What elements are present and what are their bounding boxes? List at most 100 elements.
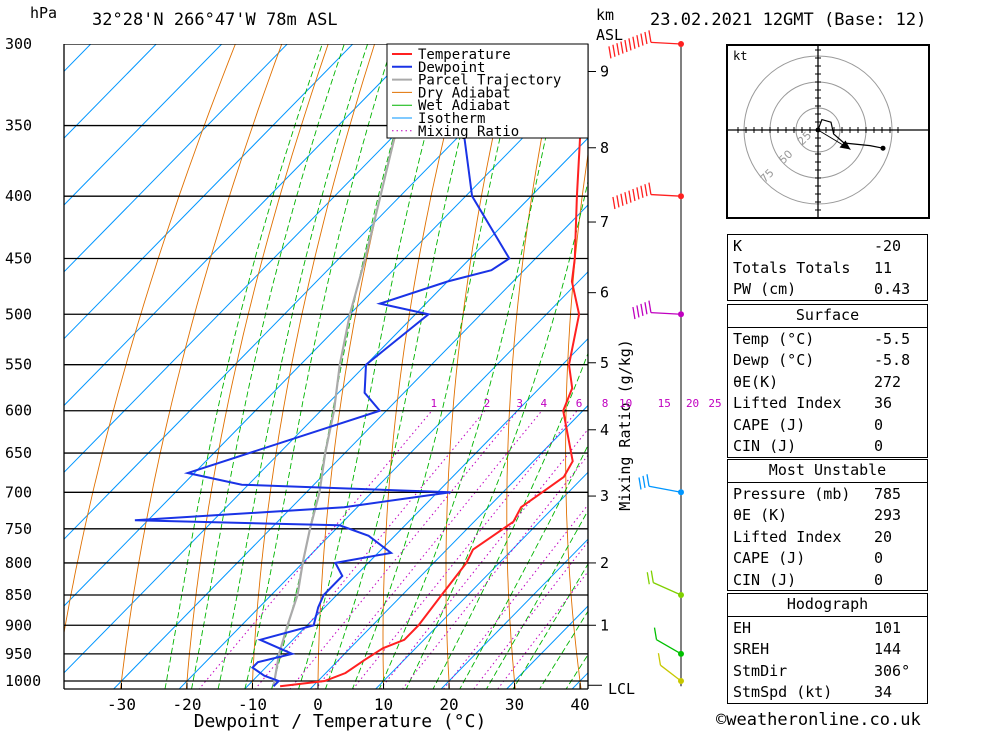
mixing-ratio-line bbox=[401, 454, 588, 689]
most-unstable-table: Most Unstable Pressure (mb) 785 θE (K) 293 L… bbox=[727, 459, 928, 591]
wind-barb-flag bbox=[632, 188, 636, 202]
wind-barb-flag bbox=[624, 192, 628, 205]
index-value: 272 bbox=[874, 372, 902, 391]
height-ref-label: ASL bbox=[596, 26, 624, 44]
height-tick-label: 9 bbox=[600, 62, 609, 80]
legend-entry: Parcel Trajectory bbox=[418, 73, 561, 89]
wind-barb-flag bbox=[644, 184, 648, 197]
height-tick-label: 2 bbox=[600, 554, 609, 572]
wet-adiabat-line bbox=[539, 610, 588, 689]
hodograph-ring-label: 50 bbox=[776, 148, 795, 167]
wind-barb-flag bbox=[648, 182, 652, 195]
hodograph-unit-label: kt bbox=[733, 49, 747, 63]
mixing-ratio-line bbox=[289, 410, 519, 689]
mixing-ratio-line bbox=[442, 503, 588, 689]
wind-barb-flag bbox=[636, 187, 640, 200]
dry-adiabat-line bbox=[185, 44, 329, 689]
pressure-tick-label: 750 bbox=[5, 520, 32, 538]
isotherm-line bbox=[64, 137, 588, 674]
mixing-ratio-label: 10 bbox=[619, 397, 632, 410]
index-row: K -20 bbox=[728, 235, 927, 257]
index-row: Temp (°C) -5.5 bbox=[728, 326, 927, 350]
index-label: Dewp (°C) bbox=[733, 351, 815, 369]
temperature-tick-label: 0 bbox=[313, 695, 323, 714]
index-value: 293 bbox=[874, 506, 902, 524]
mixing-ratio-label: 8 bbox=[602, 397, 609, 410]
temperature-tick-label: 20 bbox=[439, 695, 458, 714]
wind-barb-flag bbox=[653, 627, 658, 640]
wind-barb-flag bbox=[632, 306, 636, 320]
index-label: StmSpd (kt) bbox=[733, 683, 833, 701]
isotherm-line bbox=[64, 44, 354, 340]
wind-barb-flag bbox=[650, 570, 654, 583]
wind-barb-flag bbox=[624, 39, 628, 53]
index-value: -20 bbox=[874, 237, 902, 255]
index-label: PW (cm) bbox=[733, 280, 797, 298]
lcl-label: LCL bbox=[608, 680, 635, 698]
mixing-ratio-label: 6 bbox=[576, 397, 583, 410]
index-label: Totals Totals bbox=[733, 258, 851, 277]
dry-adiabat-line bbox=[120, 44, 283, 689]
index-label: CAPE (J) bbox=[733, 549, 806, 567]
index-row: Lifted Index 20 bbox=[728, 526, 927, 548]
wind-barb-flag bbox=[638, 477, 642, 490]
hodograph-trace bbox=[817, 118, 884, 149]
pressure-tick-label: 500 bbox=[5, 305, 32, 323]
hodograph-ring-label: 75 bbox=[758, 166, 777, 185]
index-row: Pressure (mb) 785 bbox=[728, 481, 927, 505]
mixing-ratio-line bbox=[473, 540, 588, 689]
index-value: 36 bbox=[874, 394, 893, 412]
pressure-tick-label: 450 bbox=[5, 250, 32, 268]
temperature-tick-label: -20 bbox=[173, 695, 202, 714]
location-title: 32°28'N 266°47'W 78m ASL bbox=[92, 10, 338, 30]
isotherm-line bbox=[64, 44, 419, 407]
temperature-tick-label: -30 bbox=[107, 695, 136, 714]
mixing-ratio-line bbox=[352, 410, 578, 689]
wind-barb-flag bbox=[644, 302, 648, 315]
index-label: θE (K) bbox=[733, 506, 788, 524]
height-tick-label: 6 bbox=[600, 284, 609, 302]
temperature-tick-label: 30 bbox=[505, 695, 524, 714]
wind-barb-staff bbox=[660, 664, 682, 682]
wind-barb-flag bbox=[642, 475, 646, 488]
mixing-ratio-label: 1 bbox=[431, 397, 438, 410]
index-value: 0 bbox=[874, 570, 884, 589]
wind-barb-flag bbox=[616, 43, 620, 56]
index-row: CIN (J) 0 bbox=[728, 435, 927, 457]
index-value: 0 bbox=[874, 437, 884, 455]
temperature-tick-label: 40 bbox=[570, 695, 589, 714]
index-value: -5.8 bbox=[874, 351, 911, 369]
storm-motion-arrowhead bbox=[839, 140, 851, 150]
wind-barb-flag bbox=[640, 33, 644, 46]
surface-title: Surface bbox=[795, 306, 860, 324]
legend-entry: Temperature bbox=[418, 47, 511, 63]
wind-barb-staff bbox=[650, 193, 682, 197]
mixing-ratio-label: 25 bbox=[708, 397, 721, 410]
mixing-ratio-line bbox=[379, 428, 588, 689]
height-tick-label: 4 bbox=[600, 421, 609, 439]
pressure-unit-label: hPa bbox=[30, 4, 58, 22]
index-label: Temp (°C) bbox=[733, 329, 815, 348]
isotherm-line bbox=[178, 271, 588, 689]
dry-adiabat-line bbox=[931, 8, 1000, 707]
copyright-text[interactable]: ©weatheronline.co.uk bbox=[716, 710, 921, 730]
pressure-tick-label: 350 bbox=[5, 117, 32, 135]
wind-barb-flag bbox=[628, 190, 632, 203]
mixing-ratio-line bbox=[497, 570, 588, 689]
dry-adiabat-line bbox=[506, 44, 561, 689]
index-label: Pressure (mb) bbox=[733, 484, 851, 503]
pressure-tick-label: 650 bbox=[5, 444, 32, 462]
index-value: 306° bbox=[874, 661, 911, 680]
index-row: Dewp (°C) -5.8 bbox=[728, 349, 927, 371]
wind-barb-flag bbox=[636, 305, 640, 318]
isotherm-line bbox=[112, 204, 588, 689]
mixing-ratio-line bbox=[314, 410, 543, 689]
index-label: CAPE (J) bbox=[733, 415, 806, 434]
index-row: θE (K) 293 bbox=[728, 504, 927, 526]
height-tick-label: 3 bbox=[600, 487, 609, 505]
surface-table: Surface Temp (°C) -5.5 Dewp (°C) -5.8 θE(K) 2… bbox=[727, 304, 928, 458]
hodograph-table: Hodograph EH 101 SREH 144 StmDir 306° StmSpd (… bbox=[727, 593, 928, 704]
index-row: Lifted Index 36 bbox=[728, 392, 927, 414]
wind-barb-flag bbox=[636, 35, 640, 48]
general-indices-table: K -20 Totals Totals 11 PW (cm) 0.43 bbox=[727, 234, 928, 301]
